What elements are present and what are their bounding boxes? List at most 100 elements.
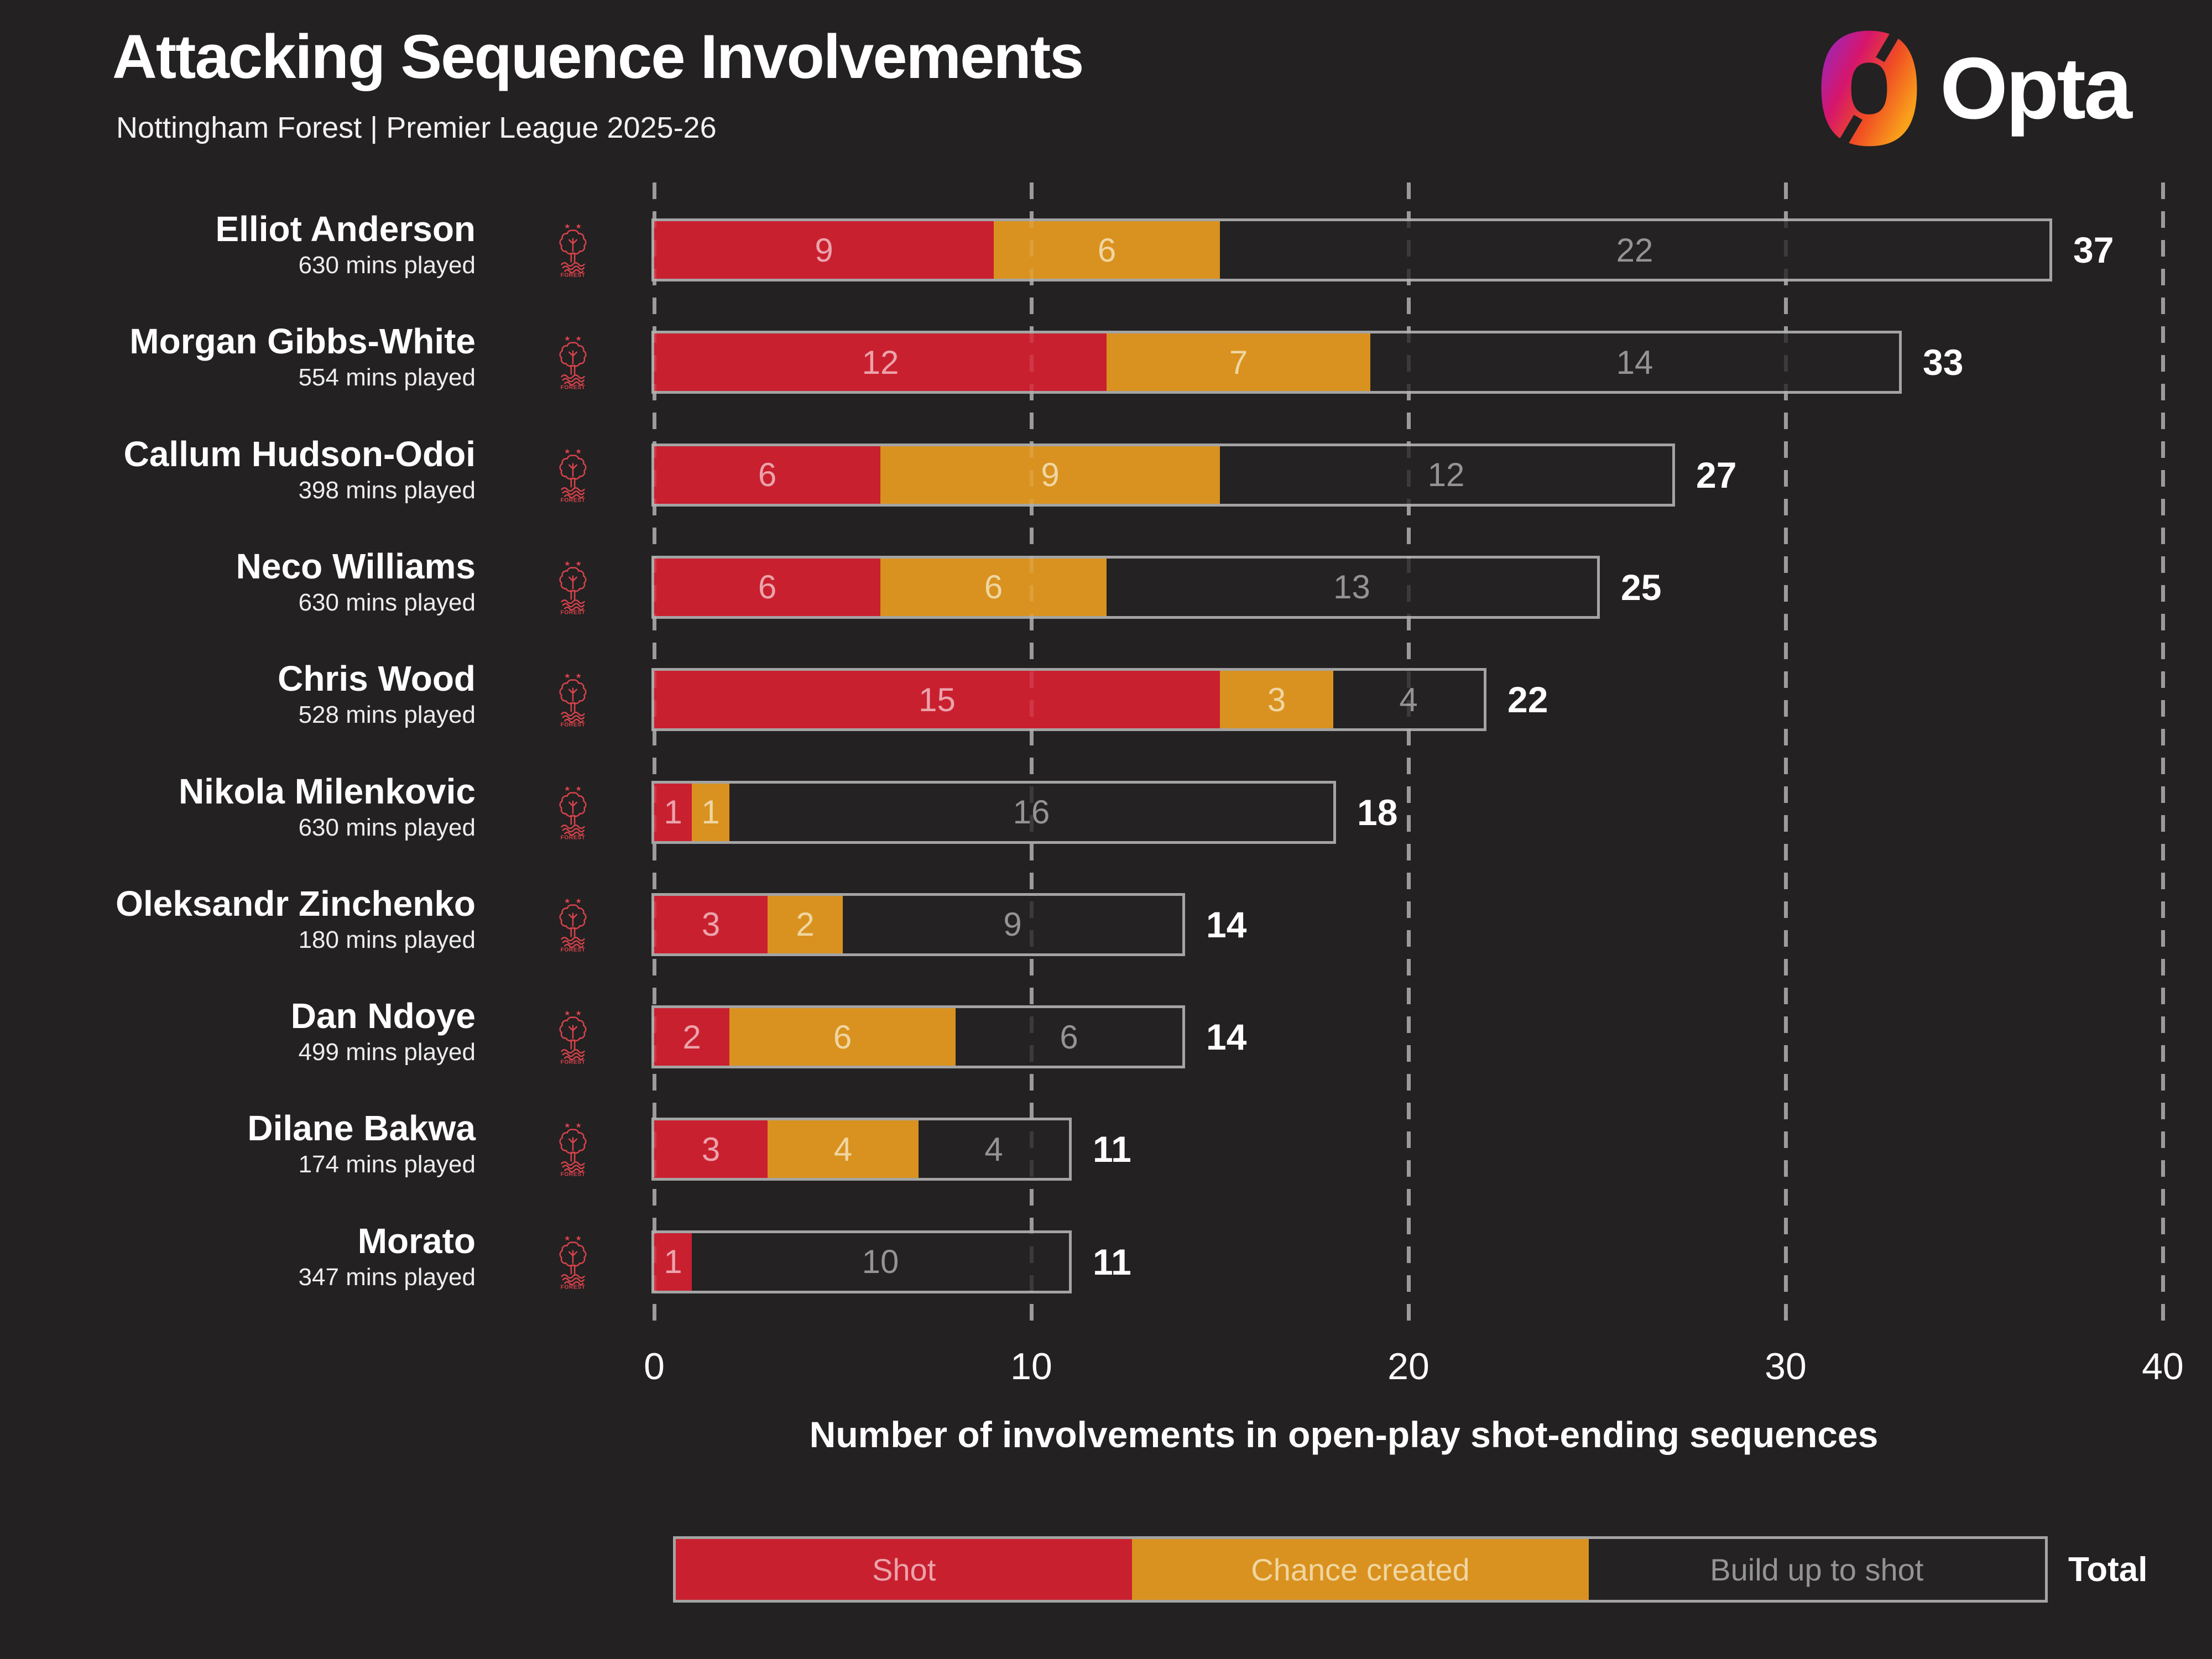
segment-value-label: 12 [1427,456,1465,494]
gridline-overlay [652,182,656,1330]
gridline [1783,182,1788,1330]
player-name: Neco Williams [236,546,476,586]
total-value-label: 11 [1093,1129,1131,1170]
player-minutes: 528 mins played [298,701,476,729]
club-crest-icon: FOREST [554,1121,592,1180]
segment-value-label: 6 [1060,1018,1078,1056]
bar-segment-shot: 3 [654,1120,768,1178]
bar-segment-chance-created: 6 [729,1008,956,1066]
bar-segment-chance-created: 3 [1220,671,1333,729]
legend-item-shot: Shot [676,1539,1133,1600]
club-crest-icon: FOREST [554,672,592,730]
bar-segment-shot: 15 [654,671,1220,729]
segment-value-label: 9 [1003,906,1022,943]
bar-segment-build-up: 9 [843,896,1182,953]
stacked-bar: 11 16 [651,780,1336,844]
player-name: Elliot Anderson [215,209,476,249]
club-crest-icon: FOREST [554,447,592,505]
stacked-bar: 2 6 6 [651,1005,1185,1069]
player-name: Nikola Milenkovic [178,771,476,811]
player-minutes: 174 mins played [298,1151,476,1178]
player-minutes: 499 mins played [298,1039,476,1066]
player-name: Morgan Gibbs-White [129,321,476,362]
segment-value-label: 3 [701,1130,721,1168]
x-axis-tick-label: 20 [1387,1345,1430,1387]
gridline-overlay [1783,182,1788,1330]
bar-segment-build-up: 4 [1333,671,1484,728]
segment-value-label: 6 [1097,231,1117,269]
x-axis-label: Number of involvements in open-play shot… [809,1414,1879,1455]
segment-value-label: 7 [1229,343,1248,381]
svg-text:FOREST: FOREST [561,1284,586,1289]
opta-logo-icon [1821,30,1917,147]
legend-item-label: Shot [872,1552,936,1587]
player-minutes: 630 mins played [298,588,476,616]
svg-text:FOREST: FOREST [561,722,586,727]
total-value-label: 18 [1357,791,1398,833]
total-value-label: 14 [1206,1016,1247,1058]
stacked-bar: 9 6 22 [651,218,2052,281]
segment-value-label: 6 [984,568,1003,606]
bar-segment-shot: 6 [654,446,880,504]
gridline [1029,182,1034,1330]
total-value-label: 27 [1696,454,1737,495]
bar-segment-build-up: 22 [1220,221,2049,279]
segment-value-label: 6 [833,1018,852,1056]
svg-text:FOREST: FOREST [561,610,586,615]
player-name: Chris Wood [278,659,476,699]
legend-item-chance-created: Chance created [1132,1539,1589,1600]
stacked-bar: 6 6 13 [651,555,1600,619]
gridline-overlay [2161,182,2165,1330]
total-value-label: 22 [1507,679,1548,721]
segment-value-label: 6 [758,456,777,494]
legend-total-label: Total [2068,1550,2148,1589]
player-minutes: 180 mins played [298,926,476,953]
player-minutes: 398 mins played [298,476,476,504]
bar-segment-chance-created: 4 [768,1120,919,1178]
segment-value-label: 9 [1041,456,1060,494]
bar-segment-shot: 3 [654,895,768,953]
total-value-label: 33 [1923,342,1964,383]
legend: Shot Chance created Build up to shot [673,1536,2048,1603]
club-crest-icon: FOREST [554,785,592,843]
gridline-overlay [1029,182,1034,1330]
bar-segment-chance-created: 2 [768,895,843,953]
bar-segment-build-up: 12 [1220,446,1672,504]
svg-text:FOREST: FOREST [561,497,586,502]
gridline-overlay [1406,182,1411,1330]
segment-value-label: 13 [1333,568,1370,606]
total-value-label: 14 [1206,904,1247,945]
club-crest-icon: FOREST [554,335,592,393]
segment-value-label: 9 [815,231,833,269]
total-value-label: 25 [1621,566,1662,608]
stacked-bar: 6 9 12 [651,443,1675,507]
segment-value-label: 4 [833,1130,853,1168]
x-axis-tick-label: 40 [2142,1345,2184,1387]
player-minutes: 554 mins played [298,364,476,392]
bar-segment-build-up: 16 [729,784,1333,841]
segment-value-label: 2 [796,906,815,943]
player-minutes: 630 mins played [298,813,476,841]
bar-segment-build-up: 13 [1107,559,1597,616]
x-axis-tick-label: 0 [644,1345,665,1387]
club-crest-icon: FOREST [554,1009,592,1067]
segment-value-label: 6 [758,568,777,606]
svg-text:FOREST: FOREST [561,385,586,390]
bar-segment-chance-created: 6 [880,558,1107,616]
gridline [652,182,656,1330]
segment-value-label: 4 [1399,681,1417,719]
stacked-bar: 3 4 4 [651,1118,1072,1181]
player-minutes: 630 mins played [298,252,476,279]
total-value-label: 37 [2073,229,2114,270]
page-title: Attacking Sequence Involvements [112,22,1084,91]
segment-value-label: 15 [919,681,956,718]
x-axis-tick-label: 10 [1010,1345,1052,1387]
bar-segment-shot: 1 [654,783,692,841]
club-crest-icon: FOREST [554,560,592,618]
legend-item-label: Build up to shot [1710,1552,1924,1587]
stacked-bar: 1 10 [651,1230,1072,1293]
segment-value-label: 1 [664,794,682,831]
player-name: Morato [357,1220,476,1261]
total-value-label: 11 [1093,1241,1131,1282]
